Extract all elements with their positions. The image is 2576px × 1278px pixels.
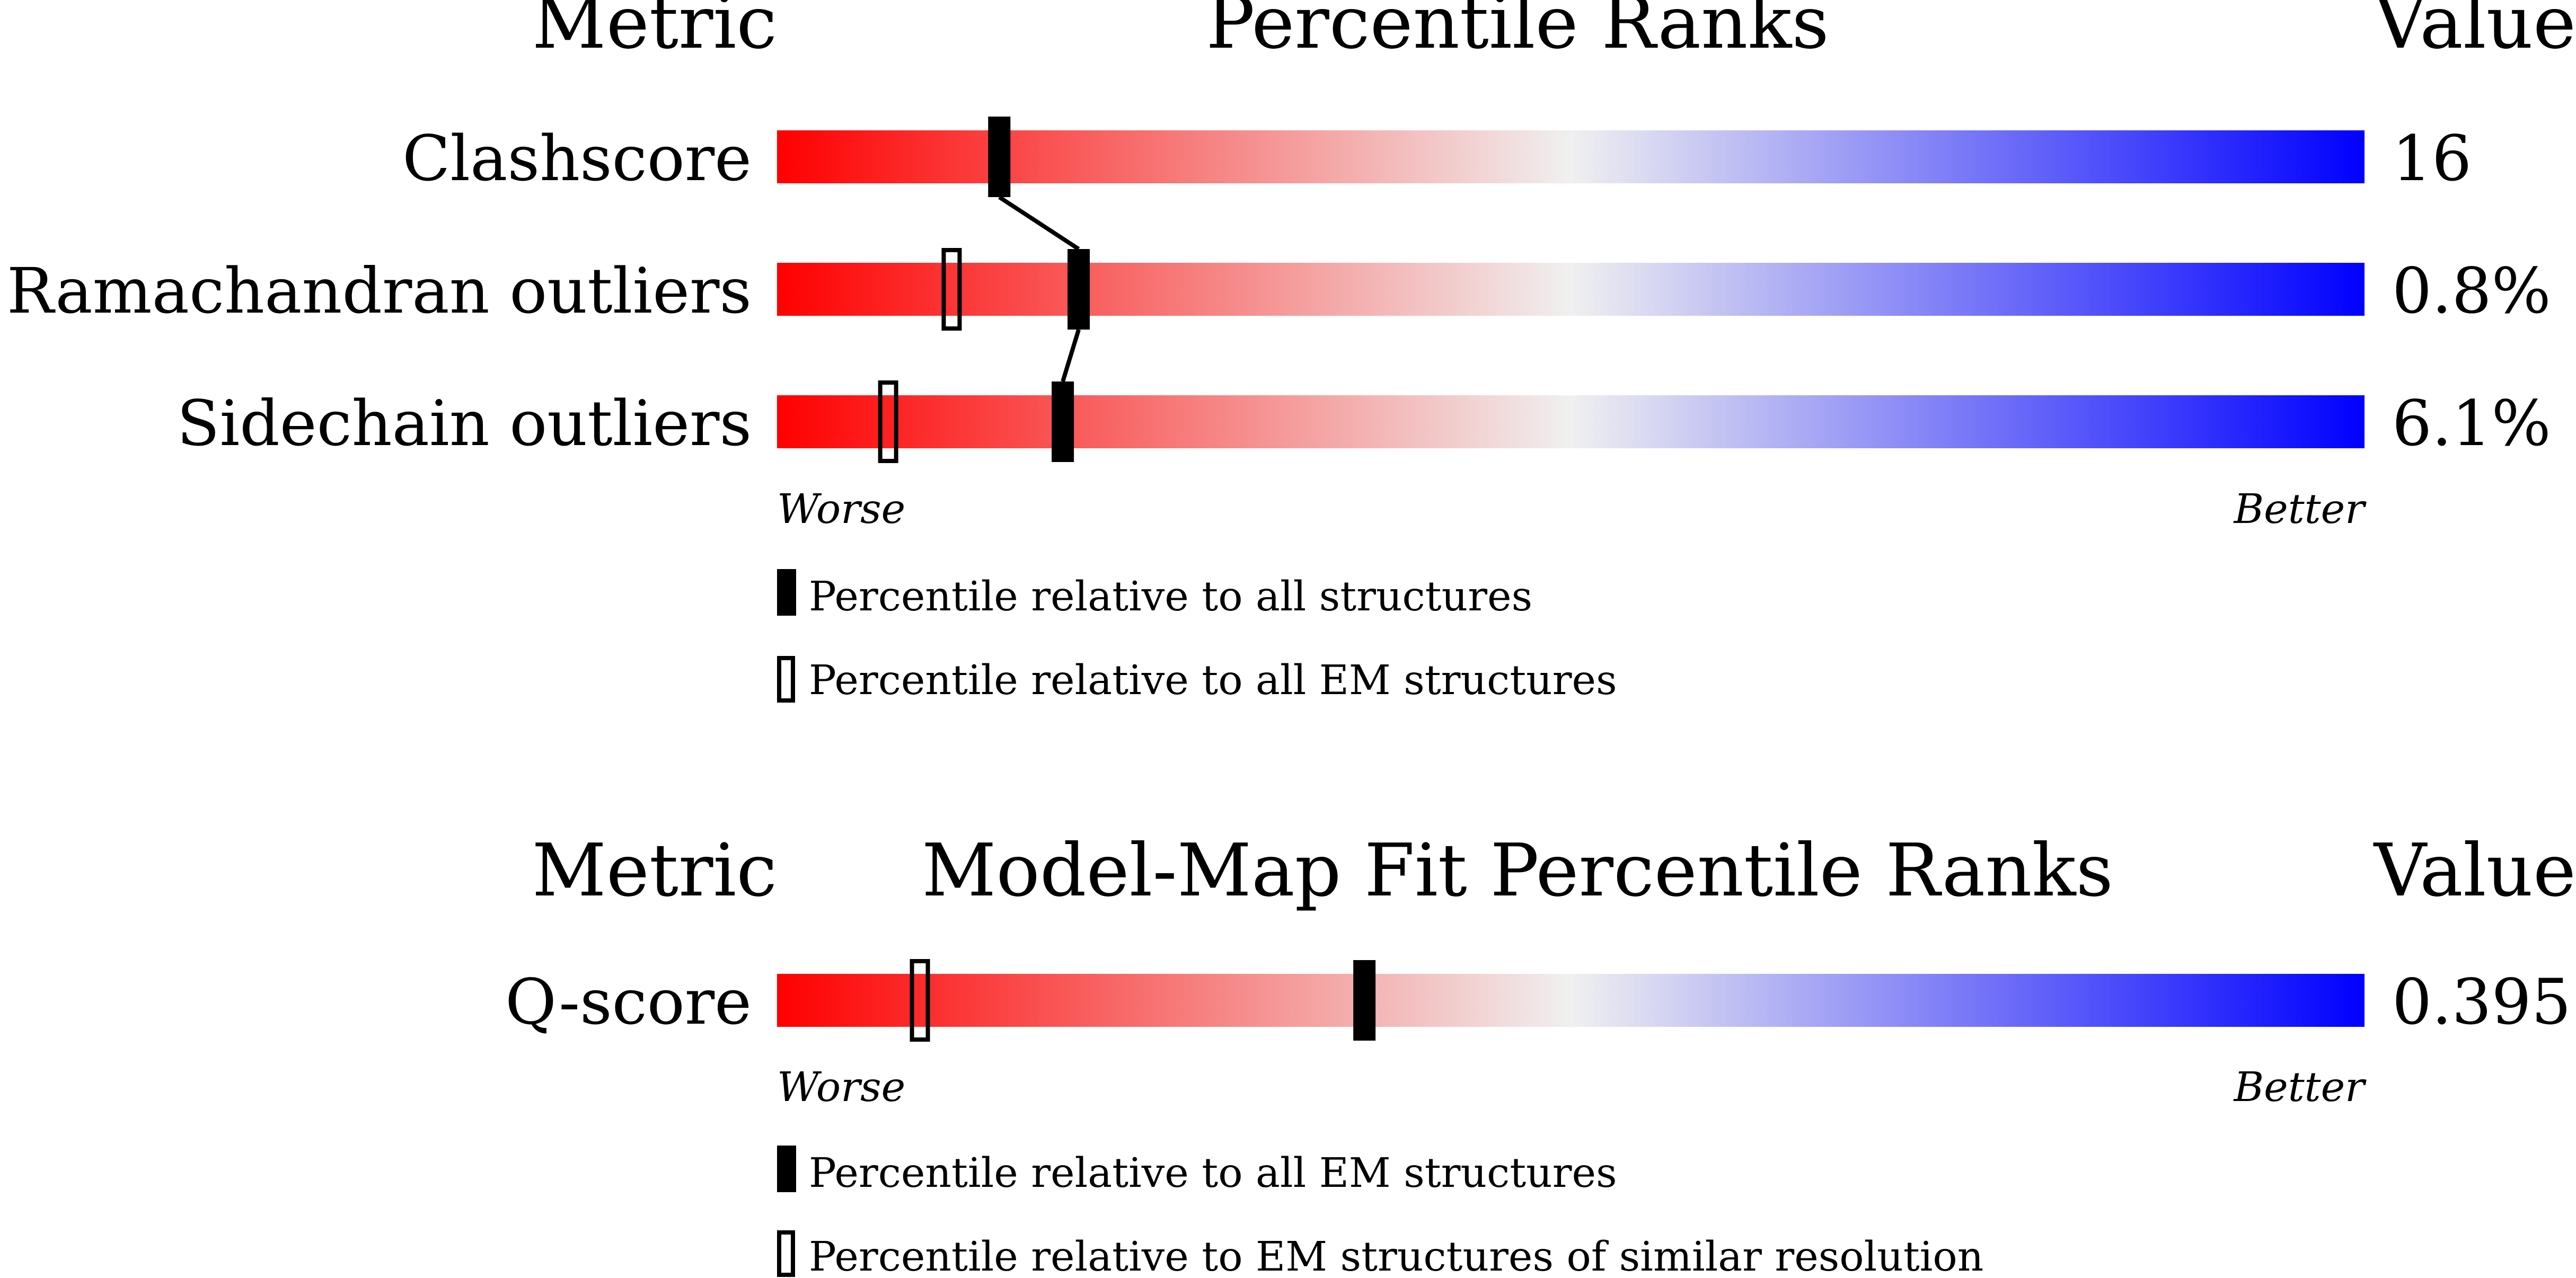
connector-line: [998, 195, 1080, 251]
legend-item-label: Percentile relative to all EM structures: [809, 657, 1617, 704]
panel-model-map-fit: Metric Model-Map Fit Percentile Ranks Va…: [505, 829, 2576, 1278]
legend-filled-marker: [777, 1146, 796, 1192]
percentile-markers-1: [878, 117, 1090, 463]
percentile-marker-all: [1068, 249, 1090, 330]
metric-label: Ramachandran outliers: [7, 254, 752, 327]
percentile-marker-em: [910, 959, 930, 1042]
header-title: Model-Map Fit Percentile Ranks: [922, 829, 2113, 913]
metric-label: Q-score: [505, 965, 752, 1039]
percentile-marker-all: [988, 117, 1011, 197]
header-value: Value: [2373, 0, 2576, 65]
percentile-marker-all: [1052, 381, 1074, 462]
header-value: Value: [2373, 829, 2576, 913]
legend-open-marker: [777, 1230, 795, 1277]
metric-value: 0.395: [2392, 965, 2571, 1039]
percentile-markers-2: [910, 959, 1376, 1042]
slider-bar: [777, 130, 2365, 183]
connector-lines-1: [998, 195, 1081, 383]
slider-bar: [777, 395, 2365, 448]
panel-percentile-ranks: Metric Percentile Ranks Value Clashscore…: [7, 0, 2576, 704]
connector-line: [1061, 329, 1081, 383]
metric-label: Sidechain outliers: [177, 387, 752, 460]
percentile-marker-em: [941, 248, 962, 331]
slider-bar: [777, 263, 2365, 316]
header-metric: Metric: [532, 829, 777, 913]
slider-row-q-score: Q-score 0.395: [505, 965, 2571, 1039]
metric-value: 0.8%: [2392, 254, 2551, 327]
slider-bar: [777, 974, 2365, 1027]
legend-item-label: Percentile relative to all structures: [809, 573, 1532, 620]
legend: Percentile relative to all EM structures…: [777, 1146, 1983, 1278]
header-metric: Metric: [532, 0, 777, 65]
legend-filled-marker: [777, 569, 796, 616]
scale-better-label: Better: [2233, 1064, 2367, 1111]
slider-row-ramachandran-outliers: Ramachandran outliers 0.8%: [7, 254, 2551, 327]
legend: Percentile relative to all structures Pe…: [777, 569, 1617, 704]
legend-item-label: Percentile relative to all EM structures: [809, 1150, 1617, 1197]
header-title: Percentile Ranks: [1206, 0, 1829, 65]
legend-open-marker: [777, 656, 795, 703]
scale-worse-label: Worse: [777, 1064, 905, 1111]
scale-worse-label: Worse: [777, 486, 905, 533]
metric-label: Clashscore: [402, 122, 752, 195]
metric-value: 16: [2392, 122, 2472, 195]
slider-row-sidechain-outliers: Sidechain outliers 6.1%: [177, 387, 2551, 460]
scale-better-label: Better: [2233, 486, 2367, 533]
percentile-marker-all: [1353, 960, 1376, 1041]
legend-item-label: Percentile relative to EM structures of …: [809, 1233, 1983, 1278]
slider-row-clashscore: Clashscore 16: [402, 122, 2472, 195]
percentile-marker-em: [878, 380, 898, 463]
metric-value: 6.1%: [2392, 387, 2551, 460]
